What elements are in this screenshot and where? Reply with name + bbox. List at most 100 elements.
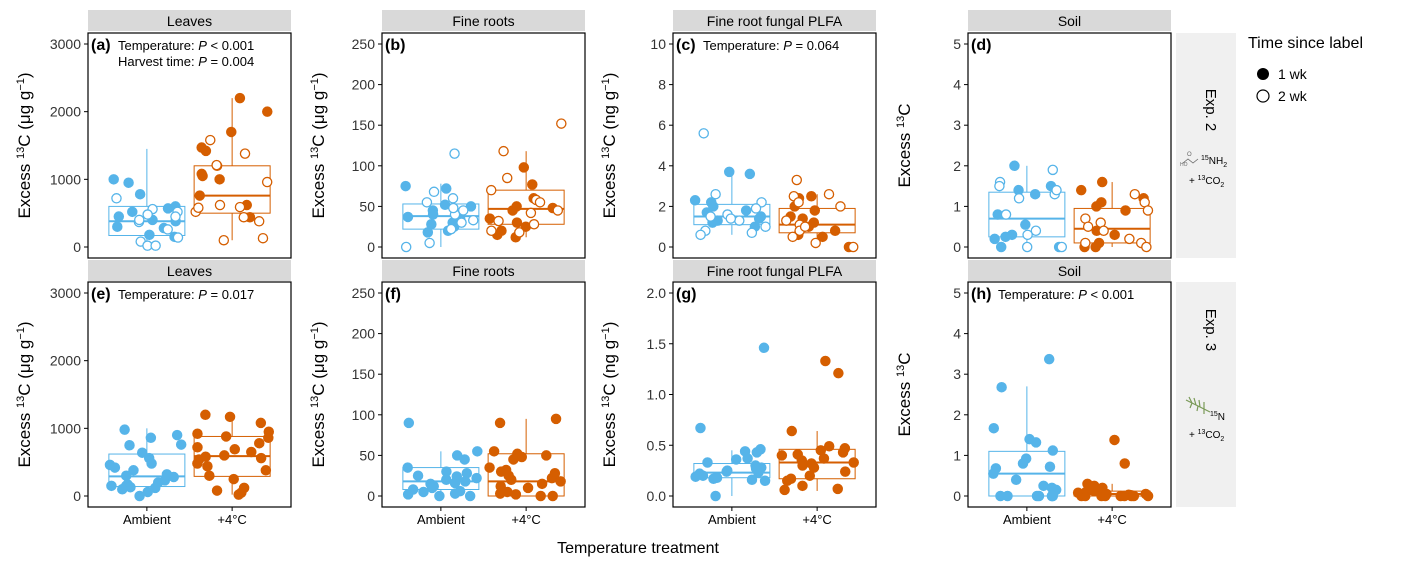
point-a [134,188,146,200]
point-f [488,446,500,457]
point-f [402,489,414,500]
point-d [1029,188,1041,200]
point-a [238,211,249,223]
point-g [759,475,771,487]
x-tick-label-g: Ambient [708,512,756,527]
panel-letter-a: (a) [91,37,111,54]
point-b [447,193,459,204]
y-tick-label-f: 200 [352,326,376,342]
x-tick-label-h: +4°C [1097,512,1126,527]
point-d [1080,237,1091,249]
point-b [449,148,460,159]
point-f [459,454,470,465]
point-f [441,474,452,486]
point-a [170,211,181,222]
strip-g [673,260,876,281]
y-tick-label-f: 100 [352,407,376,423]
panel-g: Fine root fungal PLFA 0.0 0.5 1.0 1.5 2.0 Ambi… [600,260,877,527]
point-h [1142,490,1154,502]
box-c [693,203,771,226]
y-tick-label-b: 0 [367,239,375,255]
point-f [508,454,519,465]
y-axis-title-d: Excess 13C [895,103,914,187]
y-tick-label-e: 1000 [50,420,81,436]
y-tick-label-h: 3 [953,366,961,382]
side-strip-exp2: Exp. 2 O HO 15NH2 + 13CO2 [1176,33,1236,258]
point-h [995,490,1006,502]
point-f [426,482,438,494]
legend-marker-2wk [1256,89,1270,103]
point-e [171,429,183,441]
point-e [233,489,244,500]
point-a [112,221,123,232]
y-tick-label-f: 0 [367,488,375,504]
y-tick-label-g: 2.0 [647,285,667,301]
point-a [142,209,153,220]
point-c [708,201,719,212]
point-b [528,219,540,230]
x-tick-label-g: +4°C [802,512,831,527]
point-e [136,447,148,458]
strip-title-a: Leaves [167,13,212,29]
point-h [1099,490,1111,502]
point-a [211,159,222,171]
point-a [239,148,251,159]
point-d [1098,225,1109,237]
y-tick-label-c: 8 [658,77,666,93]
point-e [200,409,211,421]
point-b [525,207,537,219]
point-d [1109,229,1120,241]
panel-letter-d: (d) [971,37,991,54]
point-c [710,188,721,200]
point-g [695,422,706,434]
point-d [1075,184,1087,196]
panel-frame-a [87,32,292,259]
point-e [220,431,232,442]
x-tick-label-h: Ambient [1003,512,1051,527]
point-h [988,468,999,479]
side-strip-exp3: Exp. 3 15N + 13CO2 [1176,282,1236,507]
point-c [705,211,716,222]
point-e [202,460,213,472]
point-h [988,422,1000,434]
point-a [234,201,246,213]
point-g [833,367,844,379]
point-e [263,432,274,444]
strip-f [382,260,585,281]
point-c [823,188,835,200]
point-a [262,106,273,117]
point-f [522,482,534,494]
annotation-e: Temperature: P = 0.017 [118,287,254,302]
strip-e [88,260,291,281]
y-tick-label-b: 150 [352,117,376,133]
point-c [847,241,859,253]
point-a [261,176,273,188]
point-a [162,224,173,235]
point-e [120,470,132,481]
panel-d: Soil 0 1 2 3 4 5 Excess 13C (d) [895,10,1172,259]
point-f [449,477,461,489]
point-c [753,213,765,224]
y-tick-label-g: 0.0 [647,488,667,504]
point-a [144,229,155,241]
point-g [753,467,764,478]
box-g [693,463,771,479]
y-tick-label-g: 1.0 [647,387,667,403]
point-g [746,474,758,486]
point-d [1096,176,1108,188]
legend-label-1wk: 1 wk [1278,66,1308,82]
point-a [123,177,134,188]
point-b [501,172,513,184]
y-tick-label-b: 250 [352,36,376,52]
point-b [448,202,459,214]
point-c [740,205,752,216]
strip-d [968,10,1171,31]
point-g [804,470,816,481]
point-d [1022,229,1033,241]
point-b [428,186,440,198]
point-c [760,221,771,232]
point-b [445,223,457,235]
legend: Time since label 1 wk 2 wk [1248,35,1363,104]
point-h [1109,434,1120,446]
point-a [218,234,230,246]
